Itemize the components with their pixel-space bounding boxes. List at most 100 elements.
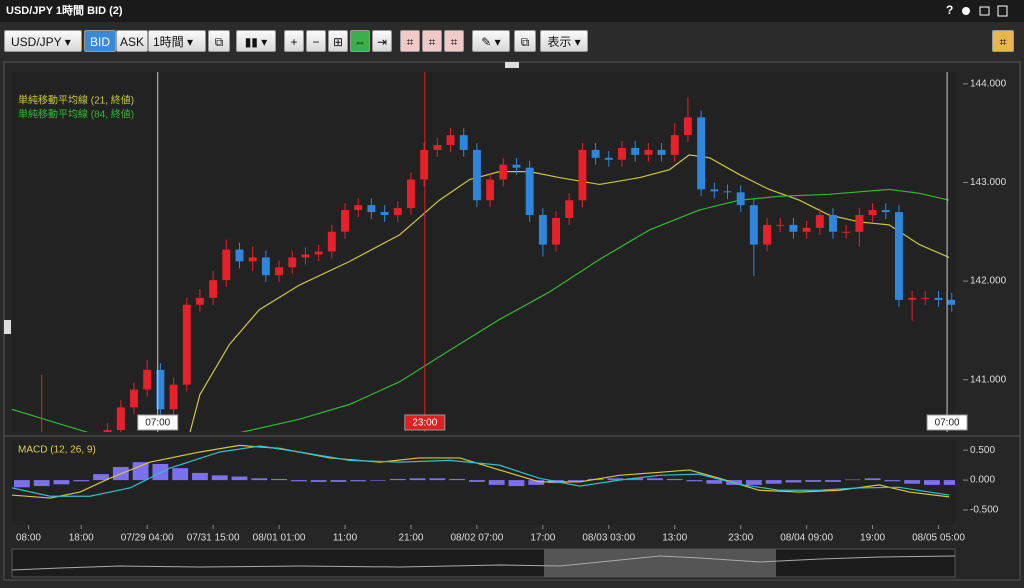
candle-body (38, 455, 46, 460)
histogram-bar (310, 480, 327, 482)
histogram-bar (468, 480, 485, 482)
candle-body (143, 369, 152, 390)
candle-body (670, 135, 679, 155)
candle-body (855, 215, 864, 232)
candle-body (829, 215, 837, 232)
candle-body (90, 450, 98, 458)
x-tick-label: 17:00 (530, 533, 555, 544)
candle-body (499, 164, 508, 180)
x-tick-label: 07/31 15:00 (187, 533, 240, 544)
time-marker-box (404, 414, 446, 431)
histogram-bar (706, 480, 723, 484)
candle-body (789, 224, 798, 232)
indicator-line (12, 188, 950, 432)
histogram-bar (112, 466, 129, 481)
ask-button[interactable]: ASK (116, 30, 148, 52)
x-tick-label: 08/05 05:00 (912, 533, 965, 544)
candle-body (169, 384, 178, 410)
histogram-bar (528, 480, 545, 485)
collapse-handle[interactable] (505, 62, 519, 68)
candle-body (631, 147, 640, 155)
candle-body (486, 179, 495, 201)
plot-layer (12, 444, 955, 499)
candle-body (275, 267, 284, 276)
candle-body (314, 251, 323, 255)
histogram-bar (172, 468, 189, 481)
histogram-bar (825, 480, 841, 482)
histogram-bar (647, 478, 663, 481)
candle-body (565, 200, 574, 218)
candle-body (881, 210, 890, 213)
compare-button[interactable]: ⧉ (208, 30, 230, 52)
candle-body (776, 224, 785, 226)
histogram-bar (152, 463, 169, 481)
candle-body (552, 217, 560, 245)
candle-body (11, 469, 19, 473)
x-tick-label: 21:00 (398, 533, 423, 544)
candle-body (248, 257, 257, 262)
navigator-window[interactable] (544, 549, 776, 577)
x-tick-label: 07/29 04:00 (121, 533, 174, 544)
candle-body (512, 164, 521, 168)
snapshot-button[interactable]: ⧉ (514, 30, 536, 52)
histogram-bar (548, 480, 564, 484)
candle-body (894, 212, 903, 300)
candle-body (64, 462, 72, 465)
histogram-bar (93, 474, 109, 481)
draw-tool-1[interactable]: ⌗ (400, 30, 420, 52)
bid-button[interactable]: BID (84, 30, 116, 52)
candle-body (947, 299, 955, 305)
symbol-select[interactable]: USD/JPY ▾ (4, 30, 82, 52)
chart-type-button[interactable]: ▮▮ ▾ (236, 30, 276, 52)
settings-button[interactable]: ⌗ (992, 30, 1014, 52)
macd-title: MACD (12, 26, 9) (18, 445, 96, 456)
histogram-bar (389, 478, 406, 481)
candle-body (367, 205, 376, 213)
histogram-bar (33, 480, 50, 487)
candle-body (433, 144, 442, 150)
time-marker-label: 07:00 (145, 418, 170, 429)
histogram-bar (943, 480, 955, 485)
interval-select[interactable]: 1時間 ▾ (148, 30, 206, 52)
candle-body (736, 192, 745, 206)
candle-body (683, 117, 692, 136)
pen-button[interactable]: ✎ ▾ (472, 30, 510, 52)
display-menu[interactable]: 表示 ▾ (540, 30, 588, 52)
indicator-line (12, 445, 950, 497)
chart-frame (3, 61, 1021, 581)
histogram-bar (132, 462, 149, 481)
zoom-in[interactable]: + (284, 30, 304, 52)
candle-body (618, 147, 626, 160)
zoom-out[interactable]: − (306, 30, 326, 52)
fit-button[interactable]: ⊞ (328, 30, 348, 52)
x-tick-label: 08/03 03:00 (582, 533, 635, 544)
draw-tool-3[interactable]: ⌗ (444, 30, 464, 52)
histogram-bar (924, 480, 940, 485)
price-plot (12, 72, 955, 432)
histogram-bar (73, 480, 90, 482)
candle-body (261, 257, 270, 276)
title-bar: USD/JPY 1時間 BID (2) ? (0, 0, 1024, 22)
y-tick-label: 142.000 (970, 276, 1007, 287)
draw-tool-2[interactable]: ⌗ (422, 30, 442, 52)
indicator-line (12, 444, 950, 499)
histogram-bar (192, 472, 208, 481)
x-tick-label: 19:00 (860, 533, 885, 544)
histogram-bar (904, 480, 921, 484)
candle-body (130, 389, 138, 408)
latest-button[interactable]: ⇥ (372, 30, 392, 52)
y-tick-label: 0.500 (970, 445, 995, 456)
histogram-bar (429, 478, 446, 481)
x-tick-label: 08:00 (16, 533, 41, 544)
candle-body (446, 135, 455, 145)
candle-body (921, 297, 930, 299)
candle-body (182, 304, 191, 385)
window-controls[interactable]: ? (940, 0, 1020, 22)
candle-body (604, 157, 613, 160)
candle-body (815, 215, 824, 228)
x-tick-label: 08/04 09:00 (780, 533, 833, 544)
side-handle[interactable] (4, 320, 11, 334)
candle-body (749, 205, 758, 245)
candle-body (327, 231, 336, 252)
scroll-button[interactable]: ⇔ (350, 30, 370, 52)
